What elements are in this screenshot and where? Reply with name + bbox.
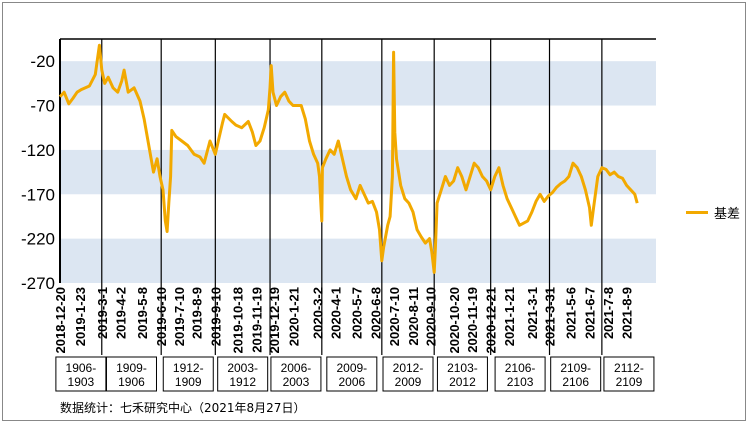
legend-label: 基差 bbox=[714, 207, 741, 222]
contract-label-line1: 2103- bbox=[447, 361, 478, 375]
x-tick-label: 2019-12-19 bbox=[267, 287, 282, 354]
y-tick-label: -70 bbox=[30, 97, 55, 116]
contract-label-line2: 2006 bbox=[338, 375, 365, 389]
contract-label-line2: 1909 bbox=[175, 375, 202, 389]
x-tick-label: 2020-12-21 bbox=[484, 287, 499, 354]
x-tick-label: 2020-7-10 bbox=[387, 287, 402, 346]
x-tick-label: 2020-3-2 bbox=[311, 287, 326, 339]
contract-label-box bbox=[382, 356, 434, 392]
contract-label-line1: 1912- bbox=[173, 361, 204, 375]
contract-label-line1: 2109- bbox=[560, 361, 591, 375]
grid-band bbox=[60, 238, 656, 283]
grid-band bbox=[60, 61, 656, 106]
contract-label-line2: 2109 bbox=[616, 375, 643, 389]
y-tick-label: -220 bbox=[21, 230, 55, 249]
x-tick-label: 2021-1-21 bbox=[502, 287, 517, 346]
contract-label-line1: 1906- bbox=[66, 361, 97, 375]
x-tick-label: 2021-5-6 bbox=[564, 287, 579, 339]
contract-label-line2: 2012 bbox=[449, 375, 476, 389]
basis-series-line bbox=[58, 43, 639, 274]
x-tick-label: 2020-8-11 bbox=[406, 287, 421, 346]
x-tick-label: 2019-3-1 bbox=[95, 287, 110, 339]
contract-label-line1: 2009- bbox=[336, 361, 367, 375]
contract-label-line1: 2106- bbox=[505, 361, 536, 375]
x-tick-label: 2020-1-21 bbox=[287, 287, 302, 346]
contract-label-line1: 1909- bbox=[116, 361, 147, 375]
y-tick-label: -170 bbox=[21, 185, 55, 204]
legend-swatch bbox=[686, 211, 708, 214]
x-tick-label: 2019-4-2 bbox=[114, 287, 129, 339]
x-tick-label: 2019-6-10 bbox=[154, 287, 169, 346]
contract-label-box bbox=[162, 356, 214, 392]
x-tick-label: 2019-5-8 bbox=[135, 287, 150, 339]
x-tick-label: 2019-10-18 bbox=[231, 287, 246, 354]
x-tick-label: 2021-7-8 bbox=[601, 287, 616, 339]
contract-label-line2: 1912 bbox=[229, 375, 256, 389]
x-tick-label: 2020-5-7 bbox=[350, 287, 365, 339]
contract-label-box bbox=[550, 356, 602, 392]
y-tick-label: -120 bbox=[21, 141, 55, 160]
x-tick-label: 2020-11-19 bbox=[465, 287, 480, 353]
contract-label-box bbox=[270, 356, 322, 392]
x-tick-label: 2019-8-9 bbox=[189, 287, 204, 339]
x-tick-label: 2020-4-1 bbox=[328, 287, 343, 339]
contract-label-line2: 1906 bbox=[118, 375, 145, 389]
contract-label-box bbox=[494, 356, 546, 392]
contract-label-line2: 2003 bbox=[283, 375, 310, 389]
y-tick-label: -270 bbox=[21, 274, 55, 293]
contract-label-line1: 2112- bbox=[614, 361, 644, 375]
x-tick-label: 2021-3-31 bbox=[543, 287, 558, 346]
contract-label-line2: 2103 bbox=[507, 375, 534, 389]
contract-label-box bbox=[326, 356, 378, 392]
contract-label-box bbox=[217, 356, 269, 392]
x-tick-label: 2021-8-9 bbox=[620, 287, 635, 339]
y-tick-label: -20 bbox=[30, 52, 55, 71]
legend: 基差 bbox=[686, 203, 740, 222]
contract-label-line2: 2106 bbox=[562, 375, 589, 389]
source-note: 数据统计：七禾研究中心（2021年8月27日） bbox=[60, 401, 306, 415]
contract-label-line2: 1903 bbox=[68, 375, 95, 389]
contract-label-box bbox=[436, 356, 488, 392]
contract-label-box bbox=[603, 356, 655, 392]
contract-label-line1: 2006- bbox=[281, 361, 312, 375]
x-tick-label: 2018-12-20 bbox=[53, 287, 68, 354]
contract-label-line1: 2003- bbox=[227, 361, 258, 375]
x-tick-label: 2021-6-7 bbox=[583, 287, 598, 339]
x-tick-label: 2019-9-10 bbox=[208, 287, 223, 346]
x-tick-label: 2020-9-10 bbox=[424, 287, 439, 346]
x-tick-label: 2019-1-23 bbox=[73, 287, 88, 346]
contract-label-box bbox=[55, 356, 107, 392]
contract-label-line2: 2009 bbox=[395, 375, 422, 389]
contract-label-line1: 2012- bbox=[393, 361, 424, 375]
x-tick-label: 2019-11-19 bbox=[250, 287, 265, 353]
contract-label-box bbox=[105, 356, 157, 392]
chart-frame bbox=[2, 2, 746, 421]
x-tick-label: 2021-3-1 bbox=[525, 287, 540, 339]
x-tick-label: 2020-6-8 bbox=[368, 287, 383, 339]
x-tick-label: 2019-7-10 bbox=[172, 287, 187, 346]
x-tick-label: 2020-10-20 bbox=[447, 287, 462, 354]
